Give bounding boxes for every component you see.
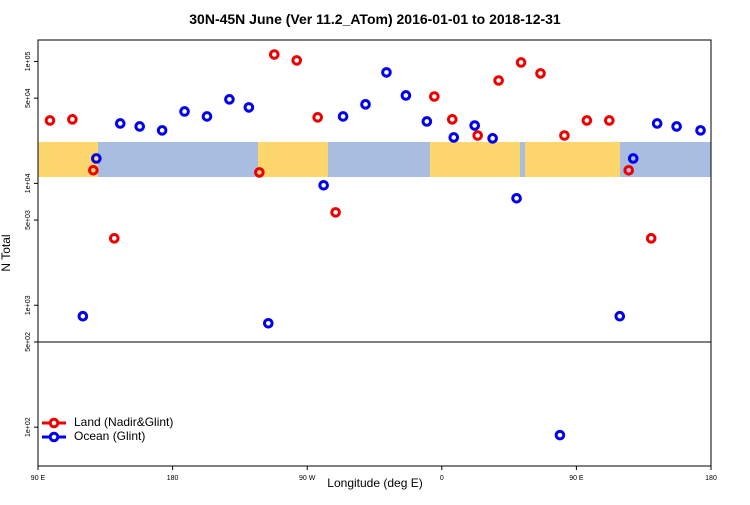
x-tick-label: 0 (440, 475, 444, 482)
y-tick-label: 1e+02 (25, 417, 32, 437)
point (472, 130, 483, 141)
map-strip (38, 142, 711, 177)
point (446, 114, 458, 125)
point (179, 106, 190, 117)
point (312, 112, 323, 123)
point (268, 49, 280, 60)
point (88, 164, 99, 176)
point (511, 193, 522, 204)
point (515, 57, 527, 68)
point (651, 118, 663, 129)
y-tick-label: 5e+04 (25, 88, 32, 108)
point (337, 111, 349, 122)
map-land (430, 142, 520, 177)
point (627, 153, 639, 164)
point (360, 99, 371, 110)
legend-marker (48, 417, 60, 429)
point (671, 121, 682, 132)
point (469, 120, 481, 131)
point (645, 233, 657, 244)
point (254, 167, 265, 178)
point (487, 133, 498, 144)
point (134, 121, 145, 132)
y-tick-label: 5e+03 (25, 210, 32, 230)
point (201, 111, 213, 122)
point (493, 75, 504, 86)
x-tick-label: 180 (705, 475, 717, 482)
point (108, 233, 120, 244)
point (695, 125, 706, 136)
point (429, 91, 440, 102)
point (91, 153, 102, 164)
point (448, 132, 460, 143)
point (400, 90, 412, 101)
point (330, 207, 341, 218)
y-tick-label: 1e+04 (25, 173, 32, 193)
point (263, 318, 274, 329)
point (77, 310, 89, 322)
point (421, 116, 433, 127)
y-tick-label: 1e+03 (25, 295, 32, 315)
x-tick-label: 90 E (569, 475, 584, 482)
point (114, 118, 126, 129)
legend-label: Ocean (Glint) (74, 429, 145, 443)
plot-frame (37, 39, 712, 467)
point (318, 179, 329, 191)
point (381, 67, 392, 78)
point (44, 115, 56, 126)
legend-label: Land (Nadir&Glint) (74, 415, 173, 429)
map-land (38, 142, 98, 177)
x-tick-label: 90 E (31, 475, 46, 482)
point (623, 164, 635, 176)
point (67, 114, 78, 125)
y-tick-label: 5e+02 (25, 332, 32, 352)
point (224, 94, 235, 105)
legend-marker (48, 431, 60, 443)
point (535, 68, 546, 79)
x-tick-label: 90 W (299, 475, 316, 482)
chart-title: 30N-45N June (Ver 11.2_ATom) 2016-01-01 … (189, 11, 561, 27)
y-axis-label: N Total (0, 234, 13, 271)
point (559, 130, 570, 141)
map-land (525, 142, 620, 177)
point (243, 102, 255, 113)
point (604, 115, 615, 126)
map-land (258, 142, 328, 177)
point (581, 115, 593, 126)
x-tick-label: 180 (167, 475, 179, 482)
x-axis-label: Longitude (deg E) (327, 476, 422, 490)
point (614, 310, 626, 322)
point (291, 55, 303, 66)
y-tick-label: 1e+05 (25, 52, 32, 72)
point (554, 429, 566, 441)
point (156, 125, 168, 136)
